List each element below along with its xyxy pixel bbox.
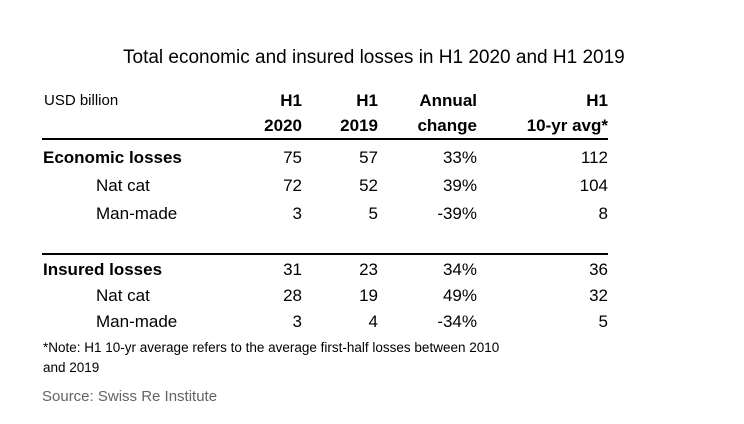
cell-h1-10yr-avg: 5 [598,312,608,331]
col-header-annual-change: Annual change [378,88,477,139]
unit-label: USD billion [42,88,215,139]
cell-annual-change: -39% [437,204,477,223]
cell-annual-change: -34% [437,312,477,331]
row-insured-man-made: Man-made 3 4 -34% 5 [42,309,608,335]
col-header-line2: 2019 [340,116,378,135]
cell-h1-10yr-avg: 32 [589,286,608,305]
losses-table-container: USD billion H1 2020 H1 2019 Annual chang… [42,88,608,335]
cell-h1-2019: 19 [359,286,378,305]
row-insured-nat-cat: Nat cat 28 19 49% 32 [42,283,608,309]
cell-h1-2019: 23 [359,260,378,279]
col-header-line1: H1 [280,91,302,110]
cell-h1-2020: 3 [292,204,302,223]
col-header-line1: H1 [356,91,378,110]
row-label: Man-made [96,204,178,223]
cell-h1-2019: 4 [368,312,378,331]
cell-h1-10yr-avg: 8 [598,204,608,223]
table-title: Total economic and insured losses in H1 … [123,47,625,68]
row-economic-nat-cat: Nat cat 72 52 39% 104 [42,172,608,200]
col-header-h1-2020: H1 2020 [215,88,302,139]
footnote-line1: *Note: H1 10-yr average refers to the av… [43,340,500,355]
col-header-h1-10yr-avg: H1 10-yr avg* [477,88,608,139]
col-header-line2: change [417,116,477,135]
col-header-line2: 10-yr avg* [526,116,608,135]
section-divider [42,228,608,254]
cell-annual-change: 49% [442,286,477,305]
cell-h1-10yr-avg: 104 [579,176,608,195]
cell-annual-change: 34% [442,260,477,279]
cell-h1-2020: 72 [283,176,302,195]
header-row: USD billion H1 2020 H1 2019 Annual chang… [42,88,608,139]
cell-h1-2020: 31 [283,260,302,279]
col-header-line1: H1 [586,91,608,110]
footnote: *Note: H1 10-yr average refers to the av… [43,338,499,378]
col-header-h1-2019: H1 2019 [302,88,378,139]
row-label: Nat cat [96,176,150,195]
cell-h1-2019: 57 [359,148,378,167]
cell-h1-2019: 52 [359,176,378,195]
row-label: Economic losses [43,148,182,167]
cell-h1-2019: 5 [368,204,378,223]
row-economic-man-made: Man-made 3 5 -39% 8 [42,200,608,228]
row-label: Nat cat [96,286,150,305]
cell-h1-2020: 28 [283,286,302,305]
row-insured-losses: Insured losses 31 23 34% 36 [42,254,608,283]
cell-annual-change: 39% [442,176,477,195]
col-header-line1: Annual [419,91,477,110]
row-label: Man-made [96,312,178,331]
col-header-line2: 2020 [264,116,302,135]
cell-h1-10yr-avg: 112 [580,148,608,167]
cell-h1-2020: 3 [292,312,302,331]
cell-annual-change: 33% [442,148,477,167]
source-line: Source: Swiss Re Institute [42,388,218,405]
cell-h1-2020: 75 [283,148,302,167]
footnote-line2: and 2019 [43,360,100,375]
losses-table: USD billion H1 2020 H1 2019 Annual chang… [42,88,608,335]
cell-h1-10yr-avg: 36 [589,260,608,279]
row-label: Insured losses [43,260,163,279]
row-economic-losses: Economic losses 75 57 33% 112 [42,139,608,172]
unit-label-text: USD billion [44,92,119,109]
